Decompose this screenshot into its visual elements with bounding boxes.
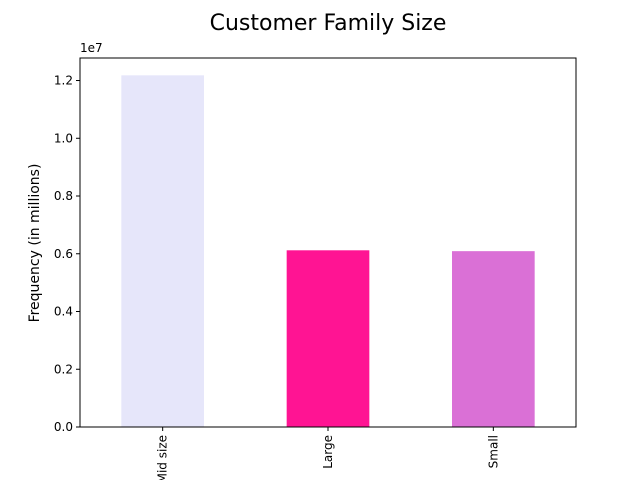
y-tick-label: 0.6	[54, 247, 73, 261]
y-axis-label: Frequency (in millions)	[27, 164, 43, 323]
y-tick-label: 0.0	[54, 420, 73, 434]
y-axis-offset-label: 1e7	[80, 41, 103, 55]
y-tick-label: 0.2	[54, 362, 73, 376]
bar-mid-size	[121, 75, 204, 427]
chart-title: Customer Family Size	[210, 11, 447, 36]
bar-small	[452, 251, 535, 427]
bar-large	[286, 250, 370, 427]
x-tick-label: Small	[486, 435, 500, 468]
y-axis: 0.0 0.2 0.4 0.6 0.8 1.0 1.2	[54, 74, 80, 434]
y-tick-label: 1.2	[54, 74, 73, 88]
x-tick-label: Large	[321, 435, 335, 469]
plot-frame	[79, 57, 577, 428]
bars	[121, 75, 535, 427]
y-tick-label: 1.0	[54, 131, 73, 145]
y-tick-label: 0.4	[54, 305, 73, 319]
x-axis: Mid size Large Small	[156, 427, 500, 480]
y-tick-label: 0.8	[54, 189, 73, 203]
x-tick-label: Mid size	[156, 435, 170, 480]
